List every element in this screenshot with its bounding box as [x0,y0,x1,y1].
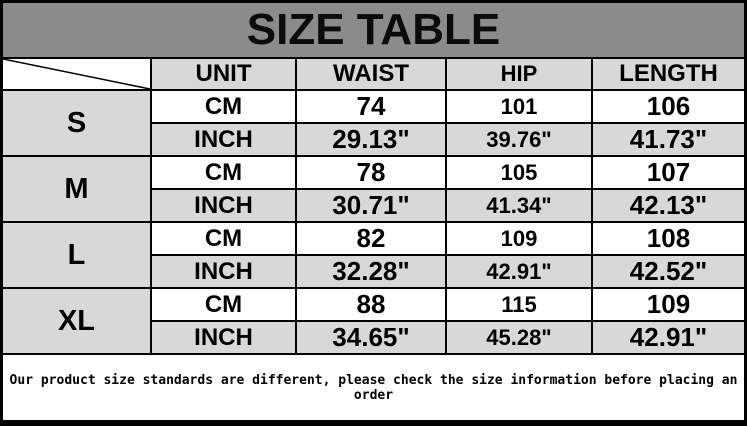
size-label-s: S [3,91,152,157]
value-cell-l-cm-hip: 109 [447,223,593,256]
value-cell-s-inch-length: 41.73" [593,124,744,157]
unit-cell-inch: INCH [152,190,297,223]
unit-cell-inch: INCH [152,256,297,289]
unit-cell-cm: CM [152,223,297,256]
unit-cell-inch: INCH [152,322,297,355]
value-cell-s-inch-hip: 39.76" [447,124,593,157]
value-cell-l-inch-waist: 32.28" [297,256,447,289]
column-header-hip: HIP [447,59,593,91]
column-header-length: LENGTH [593,59,744,91]
size-label-l: L [3,223,152,289]
value-cell-s-cm-waist: 74 [297,91,447,124]
column-header-unit: UNIT [152,59,297,91]
diagonal-header-cell [3,59,152,91]
value-cell-xl-inch-hip: 45.28" [447,322,593,355]
unit-cell-cm: CM [152,91,297,124]
size-table: UNIT WAIST HIP LENGTH S CM 74 101 106 IN… [3,59,744,355]
value-cell-m-inch-hip: 41.34" [447,190,593,223]
value-cell-xl-cm-waist: 88 [297,289,447,322]
column-header-waist: WAIST [297,59,447,91]
footer-note-text: Our product size standards are different… [9,372,738,403]
value-cell-m-inch-waist: 30.71" [297,190,447,223]
value-cell-s-cm-length: 106 [593,91,744,124]
value-cell-xl-cm-hip: 115 [447,289,593,322]
value-cell-xl-cm-length: 109 [593,289,744,322]
page-title: SIZE TABLE [246,5,501,54]
value-cell-m-inch-length: 42.13" [593,190,744,223]
value-cell-s-cm-hip: 101 [447,91,593,124]
footer-note-bar: Our product size standards are different… [3,355,744,420]
size-label-m: M [3,157,152,223]
title-bar: SIZE TABLE [3,3,744,59]
value-cell-xl-inch-length: 42.91" [593,322,744,355]
unit-cell-cm: CM [152,289,297,322]
value-cell-s-inch-waist: 29.13" [297,124,447,157]
unit-cell-inch: INCH [152,124,297,157]
value-cell-l-cm-waist: 82 [297,223,447,256]
value-cell-xl-inch-waist: 34.65" [297,322,447,355]
value-cell-m-cm-waist: 78 [297,157,447,190]
size-label-xl: XL [3,289,152,355]
value-cell-m-cm-hip: 105 [447,157,593,190]
value-cell-l-inch-length: 42.52" [593,256,744,289]
value-cell-l-cm-length: 108 [593,223,744,256]
diagonal-line-icon [3,59,150,89]
value-cell-m-cm-length: 107 [593,157,744,190]
unit-cell-cm: CM [152,157,297,190]
value-cell-l-inch-hip: 42.91" [447,256,593,289]
